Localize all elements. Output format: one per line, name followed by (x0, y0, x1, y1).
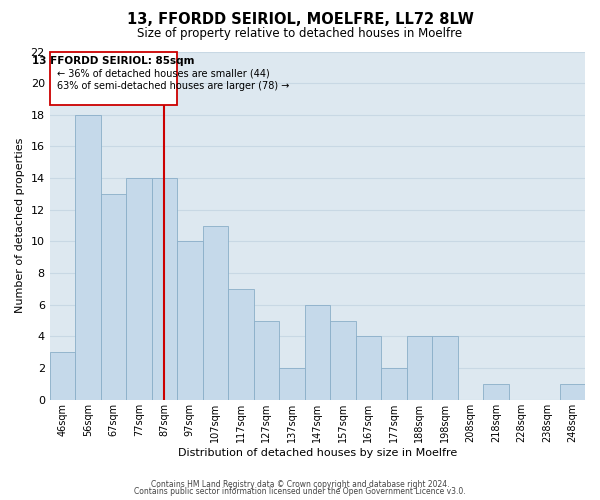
Bar (305, 305, 330, 400)
Bar (126, 178, 152, 400)
Text: 13 FFORDD SEIRIOL: 85sqm: 13 FFORDD SEIRIOL: 85sqm (32, 56, 194, 66)
Text: ← 36% of detached houses are smaller (44): ← 36% of detached houses are smaller (44… (58, 69, 270, 79)
Text: Size of property relative to detached houses in Moelfre: Size of property relative to detached ho… (137, 28, 463, 40)
Bar (177, 242, 203, 400)
Bar (50, 352, 75, 400)
Bar (407, 336, 432, 400)
Bar (203, 226, 228, 400)
Bar (330, 320, 356, 400)
Bar (228, 289, 254, 400)
Bar (279, 368, 305, 400)
Bar (75, 115, 101, 400)
Bar (152, 178, 177, 400)
Y-axis label: Number of detached properties: Number of detached properties (15, 138, 25, 314)
Text: Contains HM Land Registry data © Crown copyright and database right 2024.: Contains HM Land Registry data © Crown c… (151, 480, 449, 489)
Bar (483, 384, 509, 400)
Bar (432, 336, 458, 400)
Bar (356, 336, 381, 400)
FancyBboxPatch shape (50, 52, 177, 106)
Text: 63% of semi-detached houses are larger (78) →: 63% of semi-detached houses are larger (… (58, 81, 290, 91)
Bar (560, 384, 585, 400)
Bar (254, 320, 279, 400)
Text: 13, FFORDD SEIRIOL, MOELFRE, LL72 8LW: 13, FFORDD SEIRIOL, MOELFRE, LL72 8LW (127, 12, 473, 28)
Text: Contains public sector information licensed under the Open Government Licence v3: Contains public sector information licen… (134, 487, 466, 496)
X-axis label: Distribution of detached houses by size in Moelfre: Distribution of detached houses by size … (178, 448, 457, 458)
Bar (381, 368, 407, 400)
Bar (101, 194, 126, 400)
